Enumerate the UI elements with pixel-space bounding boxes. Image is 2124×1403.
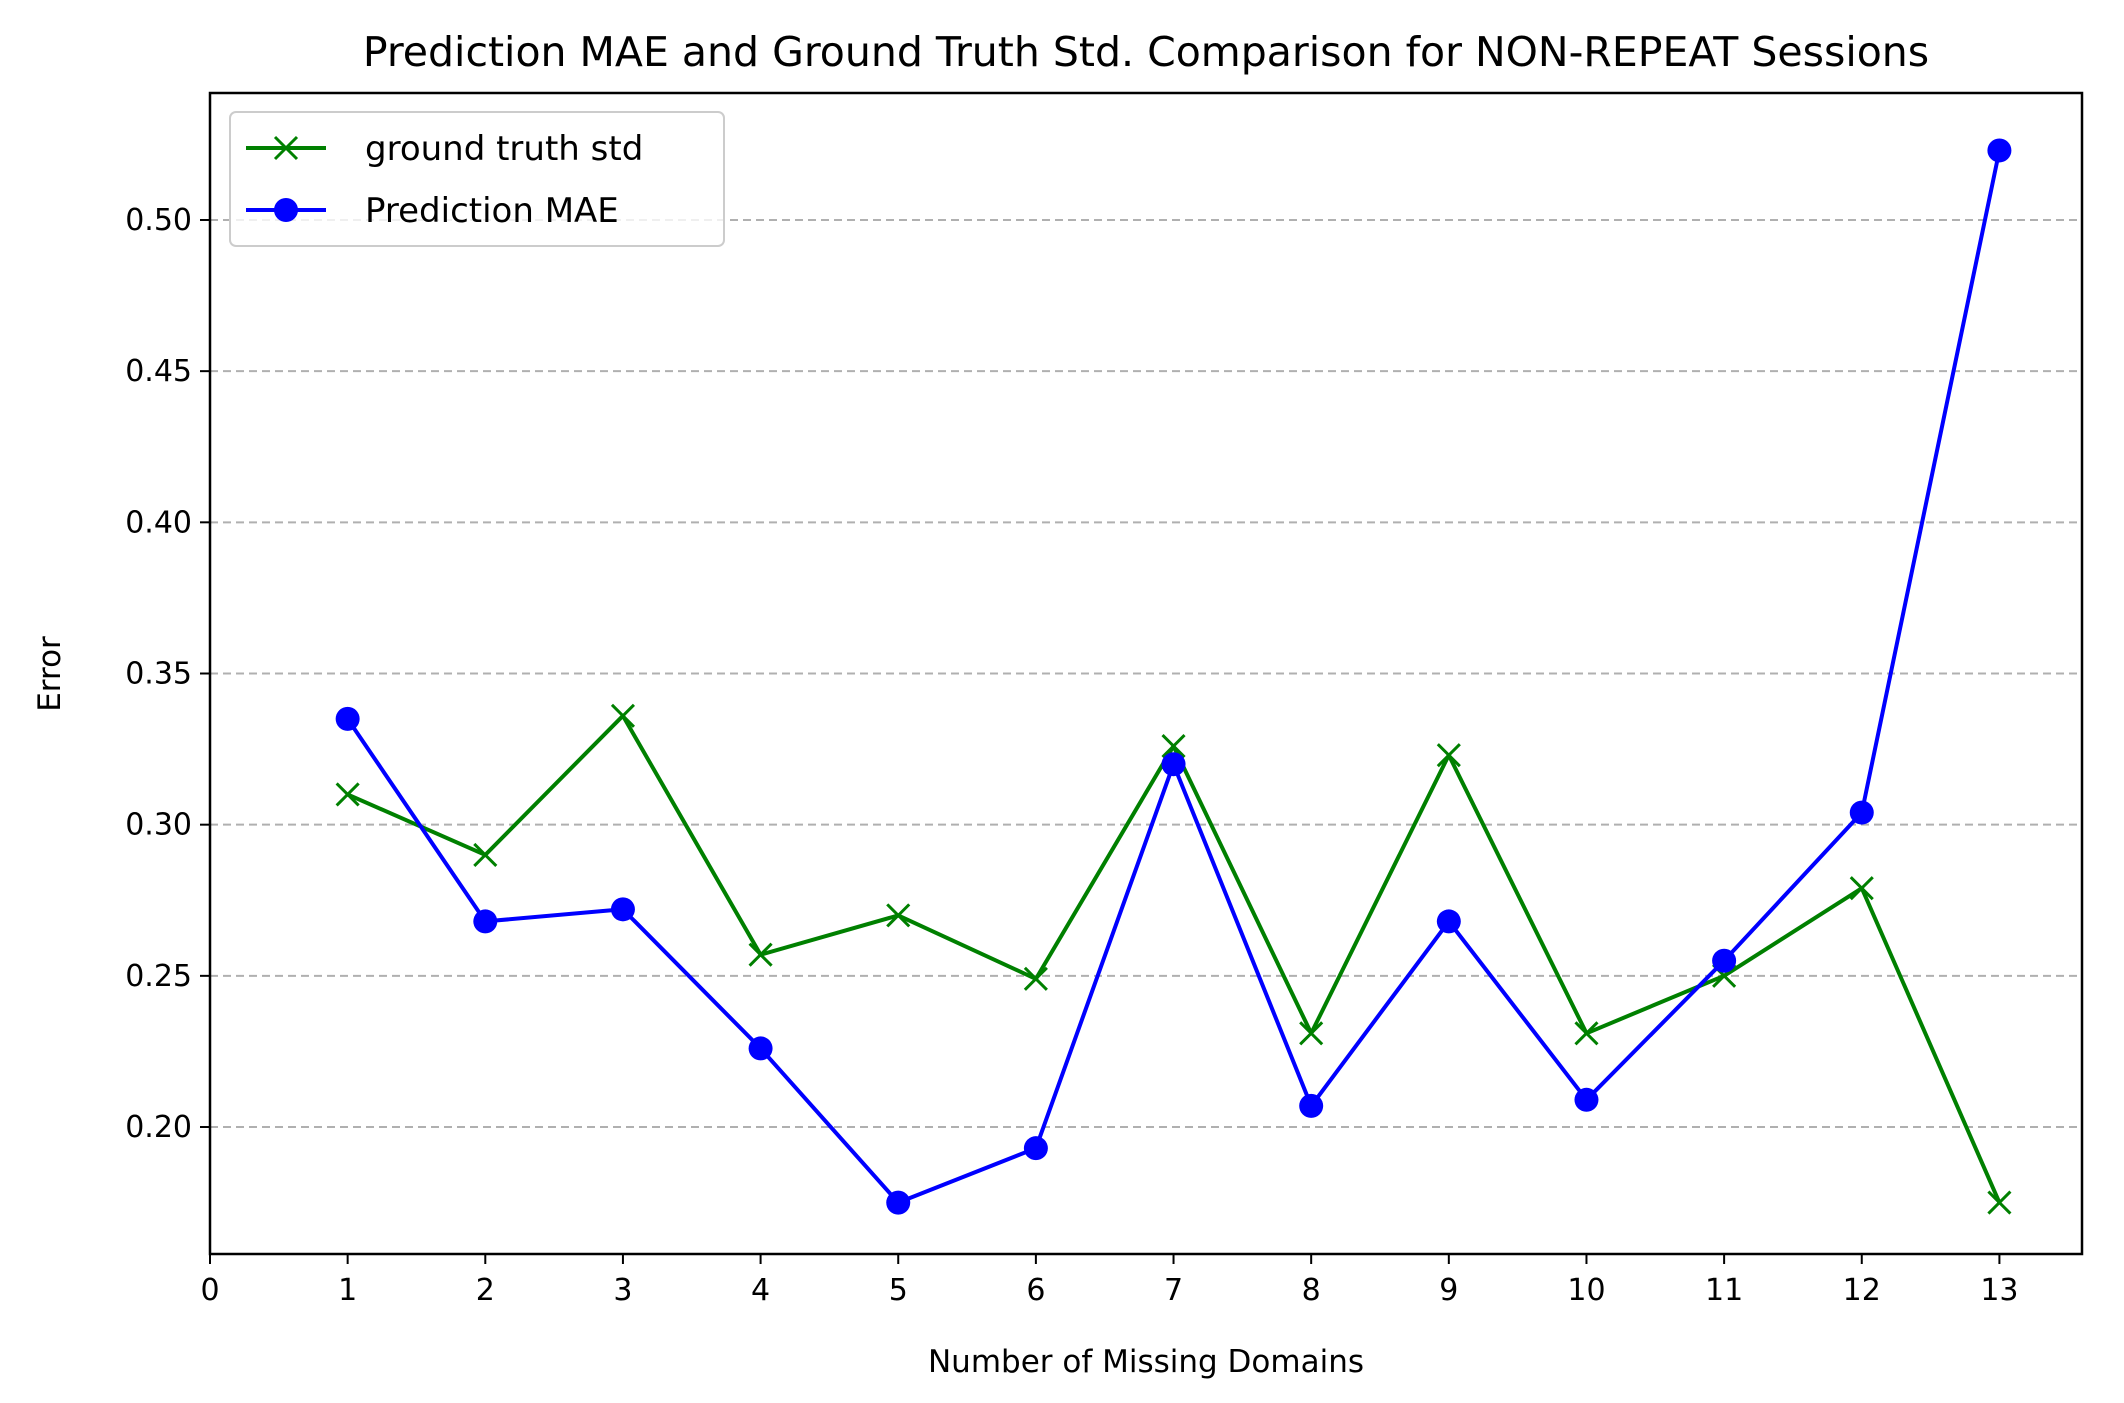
data-point-x-marker [1023, 966, 1048, 991]
legend-label: Prediction MAE [365, 191, 619, 231]
x-tick-label: 8 [1302, 1273, 1321, 1308]
x-marker-stroke [473, 842, 498, 867]
x-tick-label: 9 [1439, 1273, 1458, 1308]
x-axis-label: Number of Missing Domains [928, 1344, 1364, 1380]
data-point-x-marker [1299, 1021, 1324, 1046]
grid-lines [210, 218, 2082, 1129]
y-tick-label: 0.40 [125, 505, 192, 540]
data-point-circle-marker [1987, 138, 2012, 163]
x-tick-label: 6 [1026, 1273, 1045, 1308]
x-marker-stroke [886, 903, 911, 928]
x-marker-stroke [1436, 743, 1461, 768]
data-point-x-marker [610, 703, 636, 728]
data-point-x-marker [1436, 743, 1461, 768]
x-marker-stroke [1023, 966, 1048, 991]
data-point-circle-marker [748, 1036, 773, 1061]
x-marker-stroke [1299, 1021, 1324, 1046]
data-point-circle-marker [1023, 1136, 1048, 1161]
data-point-circle-marker [1436, 909, 1461, 934]
legend: ground truth std Prediction MAE [229, 111, 725, 247]
axes: 0.200.250.300.350.400.450.500 1 2 3 4 5 6 7 8 9 10… [125, 203, 2018, 1308]
x-tick-label: 12 [1843, 1273, 1881, 1308]
data-point-circle-marker [1712, 948, 1737, 973]
x-tick-label: 7 [1164, 1273, 1183, 1308]
data-point-x-marker [748, 942, 773, 967]
legend-x-marker [273, 135, 299, 161]
x-tick-label: 5 [889, 1273, 908, 1308]
data-point-x-marker [1849, 876, 1874, 901]
x-tick-label: 10 [1567, 1273, 1605, 1308]
x-tick-label: 13 [1980, 1273, 2018, 1308]
data-point-circle-marker [1161, 752, 1186, 777]
data-point-x-marker [886, 903, 911, 928]
x-tick-label: 4 [751, 1273, 770, 1308]
x-tick-label: 2 [476, 1273, 495, 1308]
data-point-circle-marker [610, 897, 635, 922]
data-point-x-marker [1574, 1021, 1599, 1046]
x-marker-stroke [335, 782, 360, 807]
series-line-1 [345, 149, 2002, 1205]
y-tick-label: 0.30 [125, 808, 192, 843]
x-tick-label: 1 [338, 1273, 357, 1308]
legend-label: ground truth std [365, 129, 643, 169]
x-tick-label: 0 [200, 1273, 219, 1308]
data-point-circle-marker [1299, 1093, 1324, 1118]
data-point-x-marker [335, 782, 360, 807]
y-tick-label: 0.25 [125, 959, 192, 994]
x-marker-stroke [1574, 1021, 1599, 1046]
data-point-x-marker [1987, 1190, 2012, 1215]
y-tick-label: 0.50 [125, 203, 192, 238]
x-marker-stroke [1849, 876, 1874, 901]
x-marker-stroke [1987, 1190, 2012, 1215]
data-point-circle-marker [886, 1190, 911, 1215]
x-marker-stroke [748, 942, 773, 967]
data-point-circle-marker [335, 706, 360, 731]
data-point-x-marker [473, 842, 498, 867]
x-marker-stroke [610, 703, 636, 728]
legend-circle-marker [274, 198, 298, 222]
chart-title: Prediction MAE and Ground Truth Std. Com… [363, 28, 1929, 76]
y-tick-label: 0.45 [125, 354, 192, 389]
x-marker-stroke [1161, 734, 1186, 759]
data-point-x-marker [1161, 734, 1186, 759]
y-axis-label: Error [32, 636, 68, 712]
x-tick-label: 11 [1705, 1273, 1743, 1308]
x-tick-label: 3 [613, 1273, 632, 1308]
data-point-circle-marker [1849, 800, 1874, 825]
legend-frame [229, 111, 725, 247]
data-point-circle-marker [1574, 1087, 1599, 1112]
y-tick-label: 0.35 [125, 657, 192, 692]
data-point-circle-marker [473, 909, 498, 934]
y-tick-label: 0.20 [125, 1110, 192, 1145]
series-line-0 [346, 713, 2002, 1204]
series-layer [335, 138, 2012, 1215]
